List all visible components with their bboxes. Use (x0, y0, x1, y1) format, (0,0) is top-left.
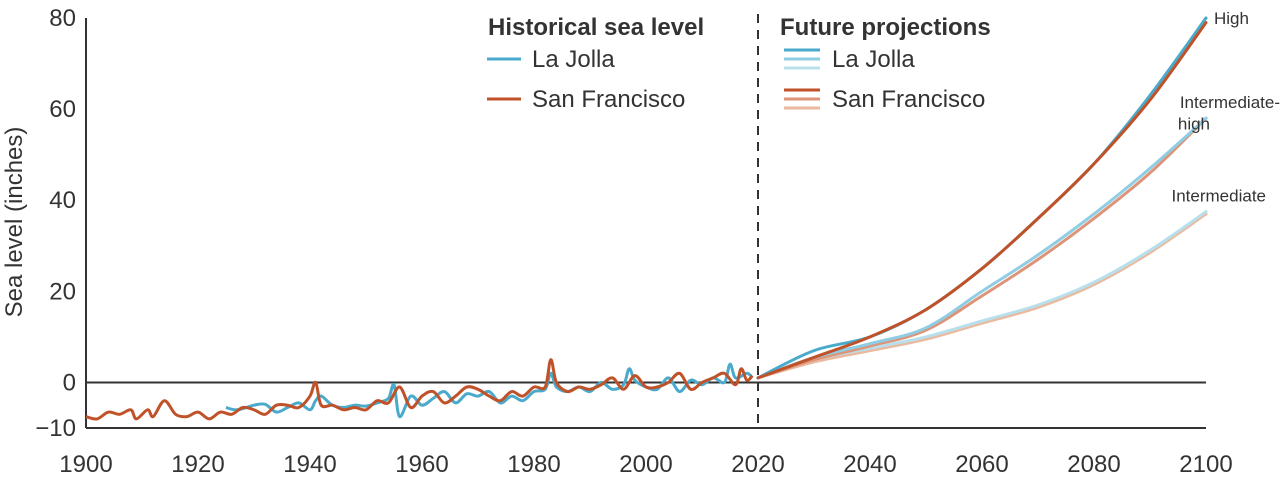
y-tick-label: 80 (49, 5, 76, 32)
x-tick-label: 2020 (731, 451, 784, 478)
y-tick-label: 40 (49, 187, 76, 214)
sf-intermediate-line (756, 212, 1208, 380)
y-tick-labels: −10 0 20 40 60 80 (35, 5, 76, 442)
legend-hist-san-francisco-label: San Francisco (532, 86, 685, 113)
legend-future-title: Future projections (780, 14, 991, 41)
scenario-label: high (1178, 115, 1210, 134)
y-axis-label: Sea level (inches) (1, 127, 28, 318)
scenario-label: Intermediate (1172, 187, 1267, 206)
legend-hist-la-jolla-label: La Jolla (532, 46, 615, 73)
x-tick-label: 1940 (283, 451, 336, 478)
axes-layer (85, 14, 1206, 429)
scenario-label: High (1214, 9, 1249, 28)
x-tick-label: 2100 (1179, 451, 1232, 478)
y-tick-label: 0 (63, 369, 76, 396)
x-tick-label: 2080 (1067, 451, 1120, 478)
legend-proj-la-jolla-label: La Jolla (832, 46, 915, 73)
sf-high-line (756, 21, 1208, 380)
y-tick-label: −10 (35, 415, 76, 442)
x-tick-label: 1980 (507, 451, 560, 478)
legend-historical-title: Historical sea level (488, 14, 704, 41)
y-tick-label: 60 (49, 96, 76, 123)
y-tick-label: 20 (49, 278, 76, 305)
la-jolla-historical-line (225, 362, 754, 419)
legend-proj-san-francisco-label: San Francisco (832, 86, 985, 113)
x-tick-label: 2060 (955, 451, 1008, 478)
series-layer (85, 16, 1208, 421)
scenario-label: Intermediate- (1180, 93, 1280, 112)
x-tick-label: 2000 (619, 451, 672, 478)
x-tick-label: 2040 (843, 451, 896, 478)
x-tick-labels: 1900 1920 1940 1960 1980 2000 2020 2040 2060 2080… (59, 451, 1232, 478)
scenario-labels: High Intermediate-high Intermediate (1172, 9, 1280, 206)
san-francisco-historical-line (85, 358, 754, 421)
x-tick-label: 1920 (171, 451, 224, 478)
sf-intermediate-high-line (756, 116, 1208, 380)
la-jolla-intermediate-high-line (756, 116, 1208, 380)
x-tick-label: 1960 (395, 451, 448, 478)
x-tick-label: 1900 (59, 451, 112, 478)
legend: Historical sea level La Jolla San Franci… (487, 14, 991, 113)
